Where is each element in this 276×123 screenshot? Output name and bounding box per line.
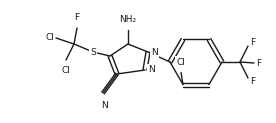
Text: S: S [90,47,96,56]
Text: N: N [151,47,158,56]
Text: F: F [256,59,261,68]
Text: F: F [250,38,255,46]
Text: N: N [102,101,108,110]
Text: F: F [75,13,79,22]
Text: Cl: Cl [177,58,185,67]
Text: NH₂: NH₂ [120,15,137,24]
Text: Cl: Cl [62,66,70,75]
Text: Cl: Cl [45,33,54,43]
Text: F: F [250,77,255,86]
Text: N: N [148,66,155,75]
